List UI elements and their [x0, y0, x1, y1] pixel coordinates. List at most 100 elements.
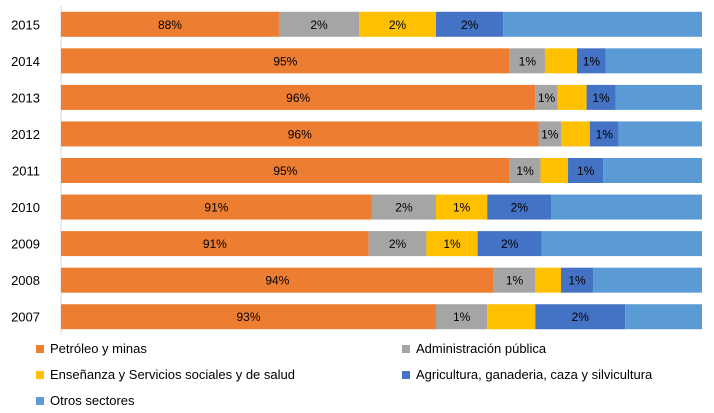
data-label: 93% — [236, 310, 260, 324]
data-label: 2% — [572, 310, 590, 324]
legend-swatch — [36, 344, 44, 353]
bar-segment — [368, 231, 427, 257]
y-tick-label: 2010 — [11, 200, 40, 215]
bar-segment — [618, 121, 702, 147]
bar-segment — [560, 267, 594, 293]
bar-segment — [61, 267, 494, 293]
legend-item: Administración pública — [402, 341, 546, 356]
legend-label: Petróleo y minas — [50, 341, 147, 356]
data-label: 2% — [389, 18, 407, 32]
data-label: 1% — [568, 274, 586, 288]
legend-label: Otros sectores — [50, 393, 135, 408]
bar-segment — [557, 84, 587, 110]
bar-segment — [535, 267, 561, 293]
bar-segment — [61, 194, 372, 220]
data-label: 96% — [286, 91, 310, 105]
bar-segment — [61, 48, 510, 74]
legend: Petróleo y minas Administración pública En… — [36, 341, 706, 411]
bar-segment — [544, 48, 577, 74]
bar-segment — [426, 231, 478, 257]
data-label: 1% — [583, 54, 601, 68]
data-label: 1% — [443, 237, 461, 251]
bar-segment — [61, 11, 279, 37]
bar-segment — [61, 231, 369, 257]
bar-segment — [61, 121, 539, 147]
data-label: 1% — [506, 274, 524, 288]
legend-swatch — [36, 396, 44, 405]
bar-segment — [551, 194, 702, 220]
legend-label: Enseñanza y Servicios sociales y de salu… — [50, 367, 295, 382]
bar-segment — [577, 48, 606, 74]
data-label: 94% — [265, 274, 289, 288]
data-label: 2% — [501, 237, 519, 251]
data-label: 91% — [203, 237, 227, 251]
bar-segment — [487, 194, 552, 220]
legend-item: Agricultura, ganaderia, caza y silvicult… — [402, 367, 652, 382]
bar-segment — [509, 158, 541, 183]
data-label: 96% — [288, 127, 312, 141]
bar-segment — [560, 121, 590, 147]
data-label: 95% — [273, 54, 297, 68]
legend-swatch — [402, 370, 410, 379]
data-label: 1% — [541, 127, 559, 141]
data-label: 95% — [273, 164, 297, 178]
bar-segment — [586, 84, 616, 110]
y-tick-label: 2009 — [11, 237, 40, 252]
data-label: 1% — [577, 164, 595, 178]
legend-item: Petróleo y minas — [36, 341, 147, 356]
legend-swatch — [36, 370, 44, 379]
bar-segment — [61, 304, 436, 330]
data-label: 1% — [592, 91, 610, 105]
bar-segment — [589, 121, 619, 147]
data-label: 2% — [511, 201, 529, 215]
legend-label: Administración pública — [416, 341, 547, 356]
bar-segment — [487, 304, 536, 330]
y-tick-label: 2007 — [11, 310, 40, 325]
data-label: 1% — [453, 201, 471, 215]
bar-segment — [359, 11, 436, 37]
y-tick-label: 2011 — [12, 164, 40, 179]
y-tick-label: 2008 — [11, 273, 40, 288]
bar-segment — [477, 231, 542, 257]
legend-swatch — [402, 344, 410, 353]
data-label: 2% — [389, 237, 407, 251]
bar-segment — [603, 158, 702, 183]
bar-segment — [615, 84, 703, 110]
data-label: 91% — [204, 201, 228, 215]
bar-segment — [493, 267, 536, 293]
bar-segment — [538, 121, 561, 147]
y-tick-label: 2012 — [11, 127, 40, 142]
bar-segment — [509, 48, 545, 74]
bar-segment — [593, 267, 702, 293]
data-label: 1% — [519, 54, 537, 68]
legend-label: Agricultura, ganaderia, caza y silvicult… — [416, 367, 653, 382]
legend-item: Enseñanza y Servicios sociales y de salu… — [36, 367, 295, 382]
data-label: 2% — [461, 18, 479, 32]
data-label: 1% — [453, 310, 471, 324]
data-label: 2% — [310, 18, 328, 32]
data-label: 2% — [395, 201, 413, 215]
bar-segment — [278, 11, 360, 37]
y-tick-label: 2014 — [11, 54, 40, 69]
bar-segment — [535, 304, 626, 330]
bar-segment — [535, 84, 558, 110]
bar-segment — [435, 304, 488, 330]
legend-item: Otros sectores — [36, 393, 135, 408]
bar-segment — [625, 304, 702, 330]
bar-segment — [61, 158, 510, 183]
data-label: 1% — [516, 164, 534, 178]
bar-segment — [371, 194, 436, 220]
data-label: 1% — [538, 91, 556, 105]
y-tick-label: 2015 — [11, 17, 40, 32]
bar-segment — [568, 158, 604, 183]
bar-segment — [435, 194, 488, 220]
data-label: 1% — [596, 127, 614, 141]
data-label: 88% — [158, 18, 182, 32]
bar-segment — [540, 158, 569, 183]
bar-segment — [61, 84, 536, 110]
bar-segment — [605, 48, 702, 74]
bar-segment — [541, 231, 702, 257]
bar-segment — [503, 11, 702, 37]
y-tick-label: 2013 — [11, 90, 40, 105]
